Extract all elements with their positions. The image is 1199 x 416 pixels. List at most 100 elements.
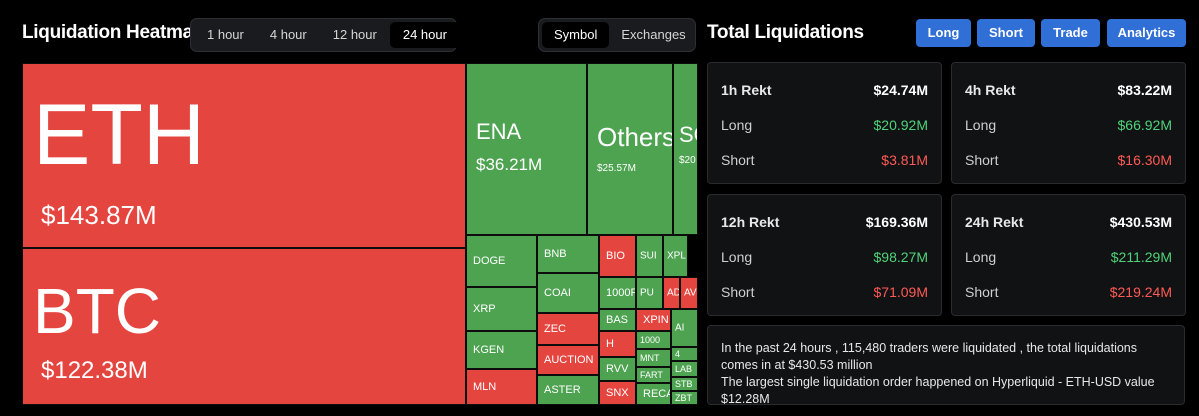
heatmap-tile-ad[interactable]: AD xyxy=(663,277,680,309)
stat-short-value: $16.30M xyxy=(1117,152,1172,168)
heatmap-tile-coai[interactable]: COAI xyxy=(537,273,599,313)
stat-card-1h: 1h Rekt $24.74M Long $20.92M Short $3.81M xyxy=(707,62,942,184)
heatmap-tile-snx[interactable]: SNX xyxy=(599,381,636,405)
heatmap-tile-mln[interactable]: MLN xyxy=(466,369,537,405)
short-button[interactable]: Short xyxy=(977,19,1035,47)
tile-symbol: BIO xyxy=(606,250,625,262)
summary-line-2: The largest single liquidation order hap… xyxy=(721,375,1155,406)
stat-short-label: Short xyxy=(721,284,755,300)
heatmap-tile-kgen[interactable]: KGEN xyxy=(466,331,537,369)
tile-symbol: ZEC xyxy=(544,323,566,335)
long-button[interactable]: Long xyxy=(916,19,971,47)
tile-symbol: ZBT xyxy=(675,393,692,403)
heatmap-tile-ena[interactable]: ENA $36.21M xyxy=(466,63,587,235)
heatmap-tile-bas[interactable]: BAS xyxy=(599,309,636,331)
mode-option-exchanges[interactable]: Exchanges xyxy=(621,27,686,42)
stat-short-value: $219.24M xyxy=(1109,284,1172,300)
liquidation-heatmap: ETH $143.87M BTC $122.38M ENA $36.21M Others $2… xyxy=(22,63,698,405)
stat-short-value: $71.09M xyxy=(873,284,928,300)
heatmap-tile-btc[interactable]: BTC $122.38M xyxy=(22,248,466,405)
heatmap-tile-auction[interactable]: AUCTION xyxy=(537,345,599,375)
heatmap-tile-ai[interactable]: AI xyxy=(671,309,698,347)
heatmap-tile-zbt[interactable]: ZBT xyxy=(671,391,698,405)
mode-option-symbol[interactable]: Symbol xyxy=(542,22,610,48)
tile-symbol: BTC xyxy=(33,275,161,347)
total-liquidations-title: Total Liquidations xyxy=(707,22,864,43)
tile-symbol: H xyxy=(606,338,614,350)
time-option-4h[interactable]: 4 hour xyxy=(269,27,307,42)
heatmap-tile-1000[interactable]: 1000 xyxy=(636,331,671,349)
grouping-selector: Symbol Exchanges xyxy=(538,18,696,52)
heatmap-tile-xrp[interactable]: XRP xyxy=(466,287,537,331)
heatmap-tile-so[interactable]: SO $20 xyxy=(673,63,698,235)
tile-symbol: STB xyxy=(675,379,693,389)
stat-long-label: Long xyxy=(721,117,753,133)
tile-symbol: MLN xyxy=(473,381,497,393)
tile-symbol: RECA xyxy=(643,388,671,400)
heatmap-tile-others[interactable]: Others $25.57M xyxy=(587,63,673,235)
tile-value: $36.21M xyxy=(476,155,543,174)
tile-symbol: ASTER xyxy=(544,384,581,396)
stat-card-12h: 12h Rekt $169.36M Long $98.27M Short $71.09… xyxy=(707,194,942,316)
tile-symbol: 1000 xyxy=(640,335,661,345)
stat-long-value: $20.92M xyxy=(873,117,928,133)
stat-short-value: $3.81M xyxy=(881,152,928,168)
heatmap-tile-doge[interactable]: DOGE xyxy=(466,235,537,287)
heatmap-tile-lab[interactable]: LAB xyxy=(671,361,698,377)
stat-total: $169.36M xyxy=(865,214,928,230)
tile-symbol: BNB xyxy=(544,248,567,260)
heatmap-tile-eth[interactable]: ETH $143.87M xyxy=(22,63,466,248)
stat-long-value: $98.27M xyxy=(873,249,928,265)
tile-symbol: AD xyxy=(667,287,680,299)
heatmap-tile-sui[interactable]: SUI xyxy=(636,235,663,277)
heatmap-tile-av[interactable]: AV xyxy=(680,277,698,309)
tile-symbol: SUI xyxy=(640,250,657,262)
tile-symbol: BAS xyxy=(606,314,629,326)
heatmap-tile-4[interactable]: 4 xyxy=(671,347,698,361)
heatmap-tile-fart[interactable]: FART xyxy=(636,367,671,383)
heatmap-tile-zec[interactable]: ZEC xyxy=(537,313,599,345)
heatmap-tile-bnb[interactable]: BNB xyxy=(537,235,599,273)
stat-period: 24h Rekt xyxy=(965,214,1024,230)
analytics-button[interactable]: Analytics xyxy=(1107,19,1186,47)
stat-total: $83.22M xyxy=(1117,82,1172,98)
heatmap-tile-rvv[interactable]: RVV xyxy=(599,357,636,381)
tile-value: $20 xyxy=(679,155,696,166)
heatmap-tile-h[interactable]: H xyxy=(599,331,636,357)
heatmap-tile-1000f[interactable]: 1000F xyxy=(599,277,636,309)
stat-card-4h: 4h Rekt $83.22M Long $66.92M Short $16.30M xyxy=(951,62,1186,184)
heatmap-tile-reca[interactable]: RECA xyxy=(636,383,671,405)
stat-long-value: $66.92M xyxy=(1117,117,1172,133)
tile-symbol: FART xyxy=(640,370,663,380)
stat-total: $24.74M xyxy=(873,82,928,98)
stat-period: 1h Rekt xyxy=(721,82,772,98)
time-option-1h[interactable]: 1 hour xyxy=(207,27,244,42)
liquidation-summary: In the past 24 hours , 115,480 traders w… xyxy=(707,325,1185,406)
tile-symbol: DOGE xyxy=(473,255,506,267)
stat-short-label: Short xyxy=(965,152,999,168)
stat-period: 12h Rekt xyxy=(721,214,780,230)
heatmap-tile-mnt[interactable]: MNT xyxy=(636,349,671,367)
tile-symbol: Others xyxy=(597,122,673,152)
heatmap-tile-xpin[interactable]: XPIN xyxy=(636,309,671,331)
tile-symbol: COAI xyxy=(544,287,571,299)
stat-long-label: Long xyxy=(965,117,997,133)
heatmap-tile-xpl[interactable]: XPL xyxy=(663,235,688,277)
trade-button[interactable]: Trade xyxy=(1041,19,1100,47)
tile-symbol: SNX xyxy=(606,387,629,399)
tile-symbol: AV xyxy=(684,287,697,299)
tile-symbol: LAB xyxy=(675,364,693,374)
tile-symbol: KGEN xyxy=(473,344,505,356)
heatmap-tile-bio[interactable]: BIO xyxy=(599,235,636,277)
tile-symbol: RVV xyxy=(606,363,629,375)
heatmap-tile-stb[interactable]: STB xyxy=(671,377,698,391)
heatmap-tile-aster[interactable]: ASTER xyxy=(537,375,599,405)
time-option-24h[interactable]: 24 hour xyxy=(389,22,460,48)
tile-symbol: SO xyxy=(679,122,697,147)
stat-short-label: Short xyxy=(965,284,999,300)
time-option-12h[interactable]: 12 hour xyxy=(332,27,377,42)
tile-value: $25.57M xyxy=(597,163,636,174)
tile-symbol: 4 xyxy=(675,349,681,359)
heatmap-tile-pu[interactable]: PU xyxy=(636,277,663,309)
tile-symbol: 1000F xyxy=(606,287,636,299)
